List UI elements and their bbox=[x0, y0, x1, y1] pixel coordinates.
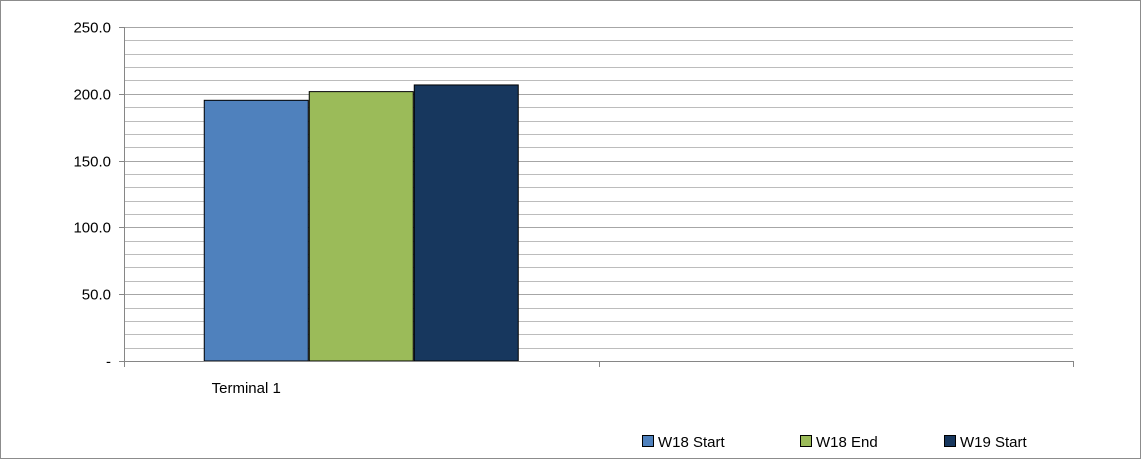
legend-swatch bbox=[642, 435, 654, 447]
bar-w19-start bbox=[413, 84, 519, 362]
y-tick-label: 250.0 bbox=[73, 20, 111, 37]
y-tick-labels: - 50.0 100.0 150.0 200.0 250.0 bbox=[73, 20, 111, 371]
bar-w18-end bbox=[308, 91, 414, 362]
bars bbox=[203, 84, 519, 362]
x-tick-labels: Terminal 1 bbox=[212, 380, 281, 397]
y-tick-label: 150.0 bbox=[73, 154, 111, 171]
y-tick-label: 200.0 bbox=[73, 87, 111, 104]
y-tick-label: 50.0 bbox=[82, 287, 111, 304]
y-tick-label: - bbox=[106, 354, 111, 371]
legend-label: W18 End bbox=[816, 434, 878, 451]
legend: W18 Start W18 End W19 Start bbox=[642, 434, 1028, 451]
legend-swatch bbox=[944, 435, 956, 447]
legend-swatch bbox=[800, 435, 812, 447]
legend-label: W18 Start bbox=[658, 434, 726, 451]
y-tick-label: 100.0 bbox=[73, 220, 111, 237]
axes bbox=[119, 27, 1074, 367]
legend-item: W18 End bbox=[800, 434, 878, 451]
x-tick-label: Terminal 1 bbox=[212, 380, 281, 397]
bar-w18-start bbox=[203, 99, 309, 362]
legend-item: W19 Start bbox=[944, 434, 1028, 451]
legend-label: W19 Start bbox=[960, 434, 1028, 451]
legend-item: W18 Start bbox=[642, 434, 726, 451]
